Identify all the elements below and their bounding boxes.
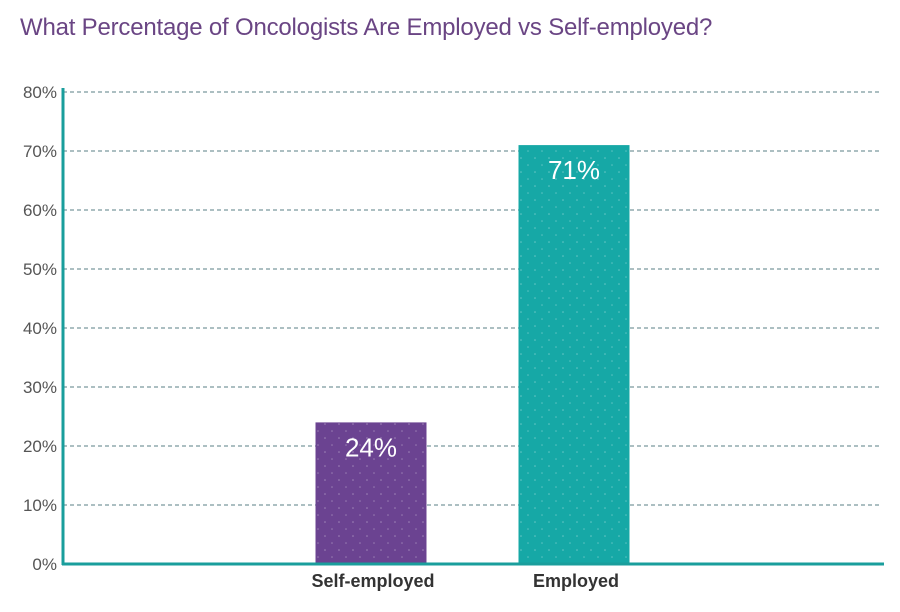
y-tick-label: 70% (23, 142, 57, 161)
bar-value-label: 71% (548, 155, 600, 185)
x-category-label: Self-employed (311, 571, 434, 591)
bar-texture (518, 145, 630, 564)
axes (61, 88, 884, 566)
bars (315, 145, 630, 564)
y-tick-label: 30% (23, 378, 57, 397)
gridlines (63, 91, 882, 506)
y-tick-label: 50% (23, 260, 57, 279)
y-tick-label: 80% (23, 83, 57, 102)
y-tick-label: 10% (23, 496, 57, 515)
labels: 0% 10% 20% 30% 40% 50% 60% 70% 80% 24% Self-employ… (23, 83, 619, 591)
y-tick-label: 20% (23, 437, 57, 456)
x-category-label: Employed (533, 571, 619, 591)
bar-value-label: 24% (345, 432, 397, 462)
y-tick-label: 40% (23, 319, 57, 338)
y-tick-label: 60% (23, 201, 57, 220)
bar-texture (315, 422, 427, 564)
chart-title: What Percentage of Oncologists Are Emplo… (20, 14, 713, 41)
y-tick-label: 0% (32, 555, 57, 574)
